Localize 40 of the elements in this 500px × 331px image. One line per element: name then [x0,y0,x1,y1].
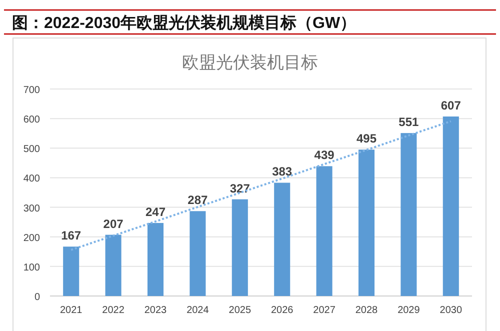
data-label: 247 [145,204,166,219]
y-tick-label: 100 [23,262,40,274]
bar [190,211,206,296]
x-tick-label: 2028 [355,305,378,316]
y-tick-label: 700 [23,85,40,96]
x-tick-label: 2022 [102,305,125,316]
bar [105,234,122,296]
bar [316,166,332,296]
y-tick-label: 300 [23,203,40,214]
x-tick-label: 2030 [440,305,462,316]
data-label: 327 [230,181,250,196]
title: 图：2022-2030年欧盟光伏装机规模目标（GW） [12,15,356,32]
bar [232,199,248,296]
y-tick-label: 400 [23,174,40,185]
x-tick-label: 2024 [186,305,210,316]
bar [400,133,417,296]
x-tick-label: 2023 [144,305,168,316]
x-tick-label: 2021 [60,305,83,316]
subtitle: 欧盟光伏装机目标 [182,53,318,72]
bar [63,246,80,296]
data-label: 167 [61,228,82,243]
data-label: 439 [314,148,335,162]
y-tick-label: 500 [23,144,40,156]
data-label: 207 [103,216,124,231]
x-tick-label: 2029 [398,305,420,316]
bar [442,116,459,296]
data-label: 607 [440,98,462,112]
bar [358,150,375,296]
data-label: 495 [356,132,377,146]
y-tick-label: 600 [23,114,40,126]
x-tick-label: 2026 [270,305,294,316]
data-label: 551 [398,115,420,130]
y-tick-label: 200 [23,232,40,244]
y-tick-label: 0 [34,292,40,303]
bar [147,222,164,296]
x-tick-label: 2025 [228,305,252,316]
x-tick-label: 2027 [313,305,336,316]
bar [274,182,290,296]
data-label: 287 [188,193,208,208]
data-label: 383 [272,164,292,179]
